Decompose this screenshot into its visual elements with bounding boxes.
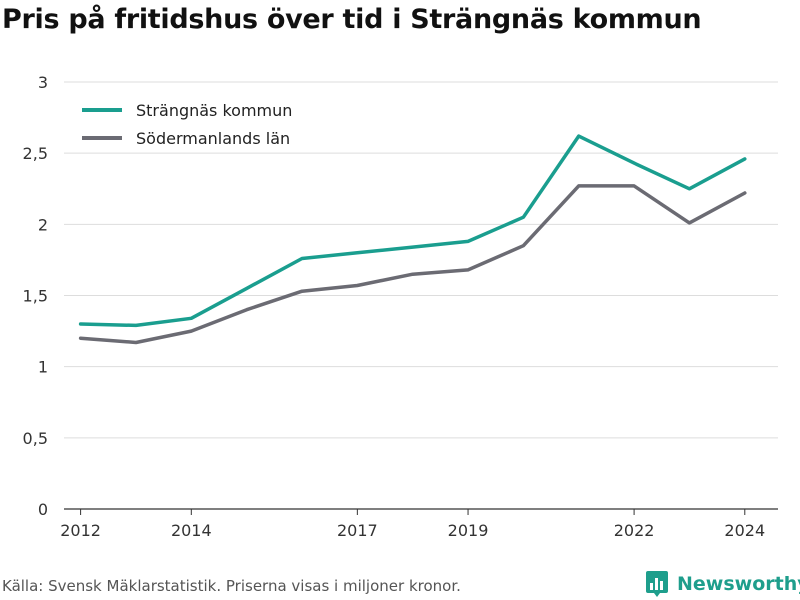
legend: Strängnäs kommun Södermanlands län: [82, 101, 292, 148]
legend-label: Strängnäs kommun: [136, 101, 292, 120]
series-line-1: [78, 134, 747, 328]
y-axis: 0 0,5 1 1,5 2 2,5 3: [23, 73, 48, 519]
y-tick-label: 0: [38, 500, 48, 519]
series-lines: [78, 134, 747, 345]
brand-logo: Newsworthy: [644, 569, 800, 599]
x-axis: 2012 2014 2017 2019 2022 2024: [60, 509, 765, 540]
y-tick-label: 1,5: [23, 287, 48, 306]
brand-name: Newsworthy: [677, 573, 800, 595]
legend-label: Södermanlands län: [136, 129, 290, 148]
y-tick-label: 0,5: [23, 429, 48, 448]
y-tick-label: 3: [38, 73, 48, 92]
x-tick-label: 2014: [171, 521, 212, 540]
y-tick-label: 2,5: [23, 144, 48, 163]
y-tick-label: 2: [38, 215, 48, 234]
y-tick-label: 1: [38, 358, 48, 377]
series-line-2: [78, 184, 747, 345]
x-tick-label: 2022: [614, 521, 655, 540]
source-note: Källa: Svensk Mäklarstatistik. Priserna …: [2, 577, 461, 595]
x-tick-label: 2024: [724, 521, 765, 540]
chart-title: Pris på fritidshus över tid i Strängnäs …: [2, 4, 702, 35]
grid: [64, 81, 778, 510]
x-tick-label: 2019: [448, 521, 489, 540]
x-tick-label: 2012: [60, 521, 101, 540]
x-tick-label: 2017: [337, 521, 378, 540]
bar-chart-logo-icon: [646, 571, 668, 597]
